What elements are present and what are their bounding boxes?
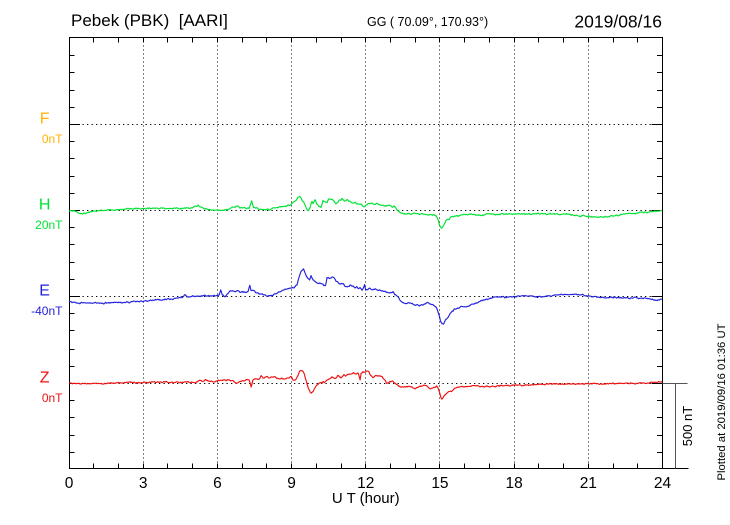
svg-text:2019/08/16: 2019/08/16 — [574, 12, 662, 32]
svg-text:F: F — [40, 111, 50, 128]
svg-text:H: H — [39, 197, 51, 214]
svg-text:E: E — [39, 283, 50, 300]
svg-text:3: 3 — [139, 475, 148, 492]
svg-text:GG ( 70.09°, 170.93°): GG ( 70.09°, 170.93°) — [367, 15, 488, 29]
svg-text:9: 9 — [287, 475, 296, 492]
svg-text:U T (hour): U T (hour) — [332, 490, 400, 507]
svg-text:15: 15 — [431, 475, 448, 492]
svg-text:0nT: 0nT — [42, 132, 63, 146]
svg-text:Z: Z — [40, 370, 50, 387]
svg-text:21: 21 — [580, 475, 597, 492]
svg-text:18: 18 — [506, 475, 523, 492]
svg-text:500 nT: 500 nT — [680, 406, 695, 447]
svg-text:0: 0 — [65, 475, 74, 492]
svg-text:0nT: 0nT — [42, 391, 63, 405]
svg-text:20nT: 20nT — [35, 218, 63, 232]
svg-text:12: 12 — [357, 475, 374, 492]
svg-text:Plotted at 2019/09/16 01:36 UT: Plotted at 2019/09/16 01:36 UT — [716, 323, 728, 480]
svg-text:Pebek (PBK) [AARI]: Pebek (PBK) [AARI] — [71, 11, 228, 30]
svg-text:-40nT: -40nT — [31, 304, 63, 318]
svg-text:24: 24 — [654, 475, 672, 492]
svg-text:6: 6 — [213, 475, 222, 492]
